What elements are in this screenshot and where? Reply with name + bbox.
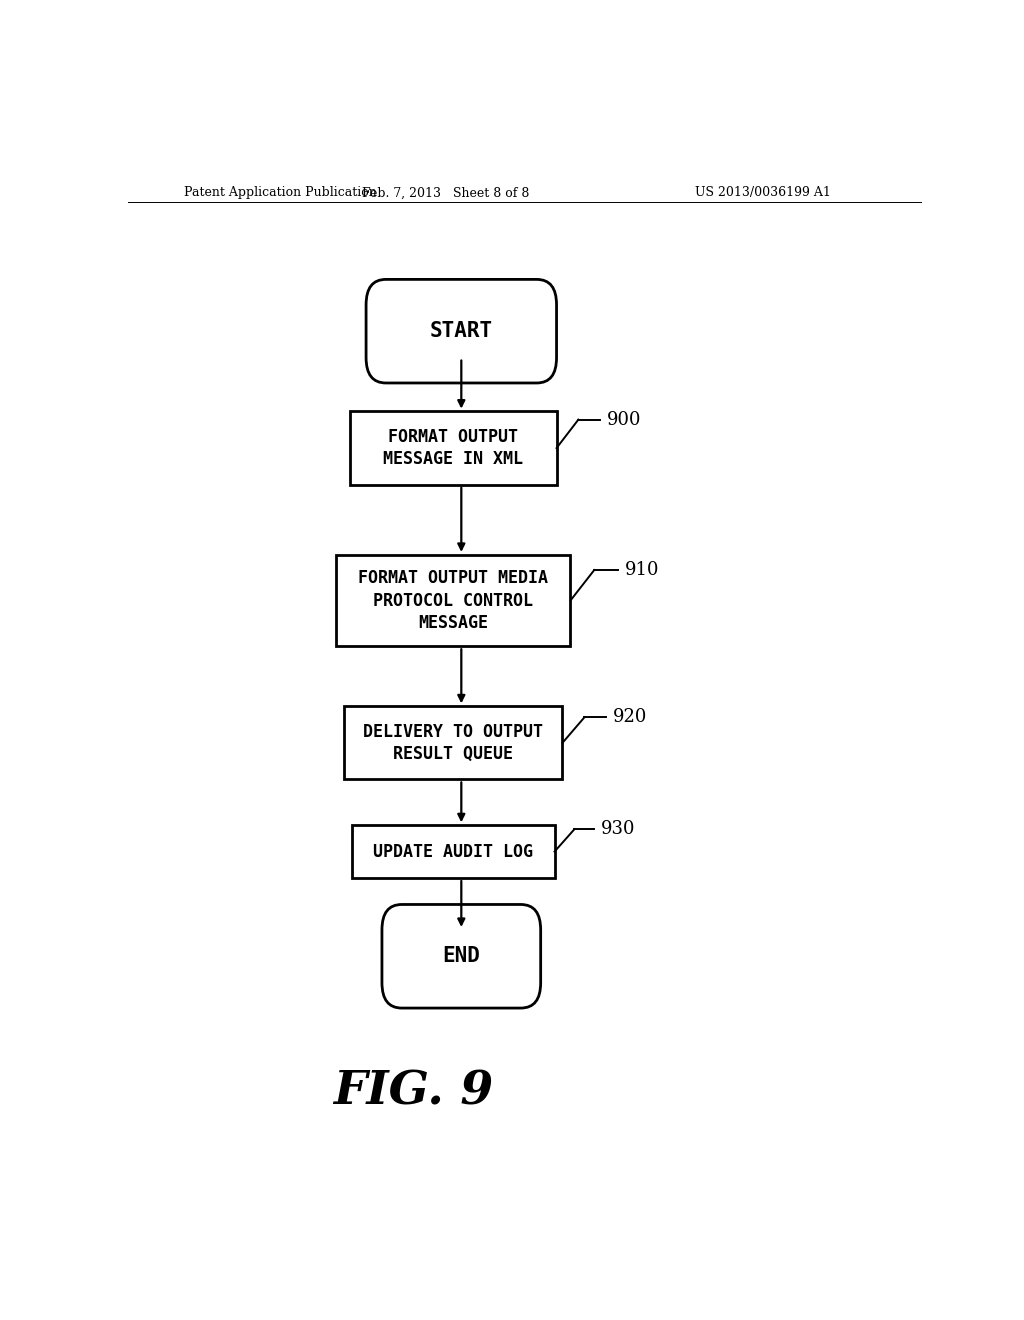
- Text: 900: 900: [606, 411, 641, 429]
- Text: END: END: [442, 946, 480, 966]
- Text: US 2013/0036199 A1: US 2013/0036199 A1: [695, 186, 830, 199]
- Text: DELIVERY TO OUTPUT
RESULT QUEUE: DELIVERY TO OUTPUT RESULT QUEUE: [364, 723, 544, 763]
- Bar: [352, 825, 555, 878]
- Text: 920: 920: [612, 709, 647, 726]
- Text: FORMAT OUTPUT MEDIA
PROTOCOL CONTROL
MESSAGE: FORMAT OUTPUT MEDIA PROTOCOL CONTROL MES…: [358, 569, 549, 632]
- Text: FORMAT OUTPUT
MESSAGE IN XML: FORMAT OUTPUT MESSAGE IN XML: [383, 428, 523, 469]
- Text: 930: 930: [601, 820, 635, 838]
- Bar: [350, 412, 557, 484]
- FancyBboxPatch shape: [367, 280, 557, 383]
- FancyBboxPatch shape: [382, 904, 541, 1008]
- Text: Feb. 7, 2013   Sheet 8 of 8: Feb. 7, 2013 Sheet 8 of 8: [361, 186, 529, 199]
- Text: 910: 910: [625, 561, 658, 579]
- Bar: [336, 554, 570, 647]
- Text: Patent Application Publication: Patent Application Publication: [183, 186, 376, 199]
- Bar: [344, 706, 562, 779]
- Text: UPDATE AUDIT LOG: UPDATE AUDIT LOG: [374, 842, 534, 861]
- Text: START: START: [430, 321, 493, 341]
- Text: FIG. 9: FIG. 9: [334, 1068, 494, 1114]
